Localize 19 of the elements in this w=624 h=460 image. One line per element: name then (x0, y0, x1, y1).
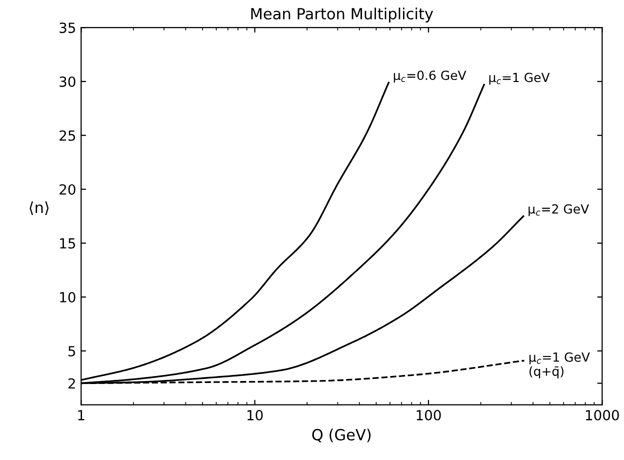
y-tick-label: 35 (60, 22, 76, 34)
y-tick-label: 5 (68, 346, 76, 356)
y-tick-label: 10 (60, 292, 76, 303)
annotation: μ$_{c}$=0.6 GeV (394, 70, 466, 82)
y-tick-label: 30 (60, 76, 76, 87)
y-tick-label: 20 (60, 184, 76, 195)
y-tick-label: 2 (68, 378, 75, 389)
chart-title: Mean Parton Multiplicity (251, 8, 434, 22)
y-tick-label: 15 (60, 238, 76, 249)
x-tick-label: 1000 (586, 410, 619, 420)
x-tick-label: 100 (416, 410, 441, 420)
y-tick-label: 25 (60, 130, 76, 141)
y-axis-title: ⟨n⟩ (30, 201, 49, 216)
x-axis-title: Q (GeV) (312, 428, 371, 442)
annotation: μ$_{c}$=1 GeV (489, 72, 550, 85)
annotation: μ$_{c}$=1 GeV (q+q̄) (529, 352, 590, 378)
annotation: μ$_{c}$=2 GeV (528, 204, 590, 216)
x-tick-label: 1 (78, 410, 84, 420)
x-tick-label: 10 (247, 410, 263, 420)
